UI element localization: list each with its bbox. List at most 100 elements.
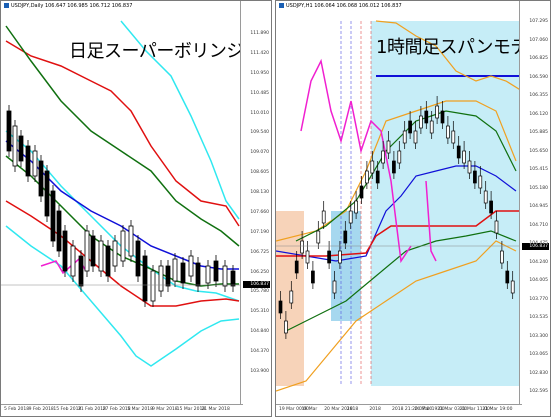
candlestick xyxy=(381,150,385,164)
candlestick xyxy=(483,190,488,204)
candlestick xyxy=(489,200,493,214)
candlestick xyxy=(348,210,353,224)
candlestick xyxy=(278,300,283,314)
candlestick xyxy=(128,225,134,257)
price-axis-label: 106.725 xyxy=(250,249,269,255)
price-axis-label: 110.485 xyxy=(250,90,269,96)
candlestick xyxy=(98,240,104,272)
price-axis-label: 108.130 xyxy=(250,190,269,196)
candlestick xyxy=(105,245,111,277)
chikou-span-line xyxy=(300,58,412,264)
lower-band-2-line xyxy=(5,200,240,307)
daily-chart-title: USDJPY,Daily 106.647 106.985 106.712 106… xyxy=(4,3,132,9)
candlestick xyxy=(32,150,38,177)
candlestick xyxy=(413,130,418,144)
candlestick xyxy=(300,240,304,254)
price-axis-label: 110.010 xyxy=(250,110,269,116)
candlestick xyxy=(478,175,483,189)
candlestick xyxy=(402,130,407,144)
time-axis-label: 15 Mar 2018 xyxy=(176,407,206,412)
time-axis-label: 5 Feb 2018 xyxy=(4,407,30,412)
candlestick xyxy=(205,265,211,284)
time-axis-label: 2018 xyxy=(369,407,381,412)
price-axis-label: 105.310 xyxy=(250,309,269,315)
upper-band-3-line xyxy=(120,20,240,220)
candlestick xyxy=(294,260,299,274)
candlestick xyxy=(6,110,12,152)
price-axis-label: 103.300 xyxy=(529,333,548,339)
candlestick xyxy=(321,210,326,224)
time-axis-label: 9 Mar 2018 xyxy=(152,407,178,412)
hourly-chart-window[interactable]: USDJPY,H1 106.064 106.068 106.012 106.83… xyxy=(275,0,551,417)
span-area-fill xyxy=(371,21,522,386)
price-axis-label: 104.945 xyxy=(529,204,548,209)
candlestick xyxy=(158,265,164,292)
time-axis-label: 21 Mar 03:00 xyxy=(437,407,468,412)
upper-band-green xyxy=(295,110,517,242)
time-axis-label: 21 Feb 2018 xyxy=(78,407,107,412)
candlestick xyxy=(467,160,472,174)
candlestick xyxy=(408,120,412,134)
price-axis-label: 106.250 xyxy=(250,269,269,275)
candlestick xyxy=(12,125,18,167)
candlestick xyxy=(327,250,331,264)
candlestick xyxy=(165,265,171,287)
candlestick xyxy=(451,130,456,144)
candlestick xyxy=(142,255,148,302)
time-axis-label: 19 Mar 00:00 xyxy=(279,407,310,412)
candlestick xyxy=(510,280,515,294)
price-axis-label: 103.065 xyxy=(529,352,548,357)
chart-icon xyxy=(4,3,9,8)
candlestick xyxy=(78,255,84,287)
daily-overlay-label: 日足スーパーボリンジャー xyxy=(69,41,272,62)
candlestick xyxy=(354,200,358,214)
hourly-chart-title: USDJPY,H1 106.064 106.068 106.012 106.83… xyxy=(279,3,402,9)
time-axis-label: 21 Mar 19:00 xyxy=(482,407,513,412)
daily-price-axis: 111.890 111.420 110.950 110.485 110.010 109.5… xyxy=(240,1,271,416)
hourly-chart-plot[interactable] xyxy=(276,1,522,406)
candlestick xyxy=(180,262,186,284)
price-axis-label: 105.650 xyxy=(529,148,548,154)
price-axis-label: 107.190 xyxy=(250,229,269,235)
candlestick xyxy=(473,170,477,184)
candlestick xyxy=(84,230,90,272)
price-axis-label: 106.825 xyxy=(529,56,548,61)
time-axis-label: 20 Mar 19:00 xyxy=(414,407,445,412)
daily-chart-window[interactable]: USDJPY,Daily 106.647 106.985 106.712 106… xyxy=(0,0,272,417)
candlestick xyxy=(456,145,461,159)
candlestick xyxy=(195,262,201,287)
daily-current-price-tag: 106.837 xyxy=(243,281,270,288)
candlestick xyxy=(446,125,450,139)
price-axis-label: 103.770 xyxy=(529,296,548,302)
candlestick xyxy=(38,160,44,197)
candlestick xyxy=(18,135,24,162)
price-axis-label: 103.535 xyxy=(529,315,548,320)
daily-chart-plot[interactable] xyxy=(1,1,243,406)
time-axis-label: 21 Mar 11:00 xyxy=(459,407,490,412)
candlestick xyxy=(370,160,375,174)
price-axis-label: 106.590 xyxy=(529,74,548,80)
span-area-fill-small xyxy=(331,211,361,321)
price-axis-label: 108.605 xyxy=(250,170,269,176)
time-axis-label: 20 Mar 2018 xyxy=(324,407,353,412)
price-axis-label: 107.660 xyxy=(250,209,269,215)
candlestick xyxy=(365,170,369,184)
hourly-current-price-tag: 106.837 xyxy=(522,243,549,250)
time-axis-label: 5 Mar 2018 xyxy=(127,407,153,412)
candlestick xyxy=(316,230,321,244)
candlestick xyxy=(172,258,178,282)
candlestick xyxy=(222,265,228,287)
price-axis-label: 105.780 xyxy=(250,289,269,295)
candlestick xyxy=(494,220,499,234)
lower-band-3b-line xyxy=(5,225,240,367)
price-axis-label: 105.885 xyxy=(529,130,548,135)
candlestick xyxy=(62,230,68,272)
candlestick xyxy=(338,250,342,264)
lower-bb-line xyxy=(276,240,517,392)
chart-icon xyxy=(279,3,284,8)
price-axis-label: 104.240 xyxy=(529,259,548,265)
candlestick xyxy=(440,110,445,124)
candlestick xyxy=(213,260,219,282)
time-axis-label: 19 Mar xyxy=(301,407,318,412)
time-axis-label: 2018 xyxy=(346,407,359,412)
